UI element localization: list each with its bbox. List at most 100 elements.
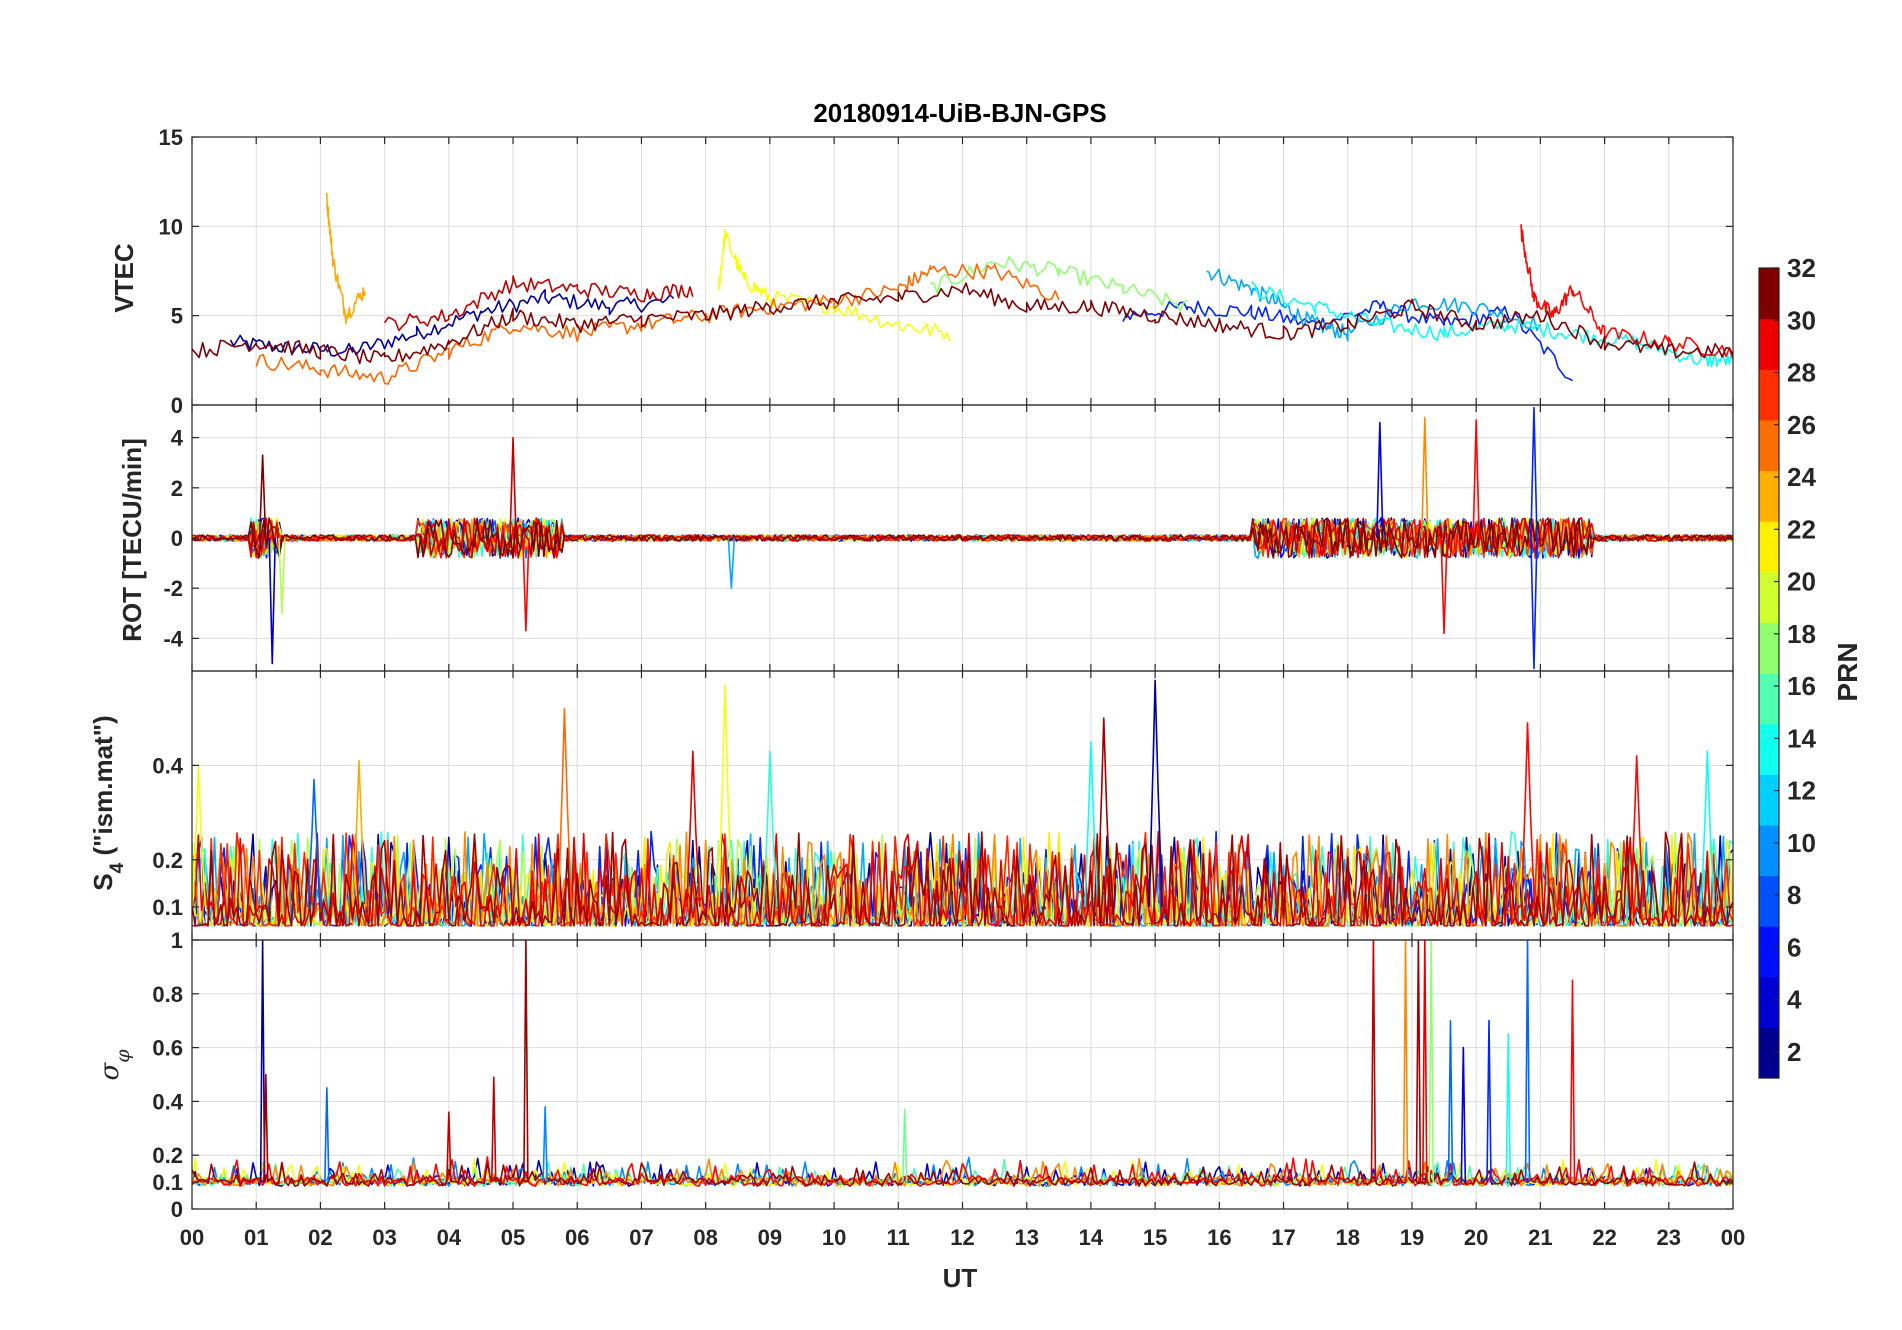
panel-sigma-phi: 00.10.2 0.4 0.6 0.8 1 (152, 928, 1734, 1222)
vtec-trace-prn-6 (1122, 300, 1573, 382)
xlabel: UT (943, 1263, 978, 1293)
colorbar-segment (1759, 470, 1779, 522)
y-tick-label: 10 (159, 214, 183, 239)
rot-peak (522, 537, 530, 632)
x-tick-label: 11 (887, 1225, 910, 1250)
x-tick-label: 12 (950, 1225, 974, 1250)
x-tick-label: 21 (1528, 1225, 1552, 1250)
ylabel-s4-main: S (88, 873, 118, 890)
colorbar-tick-label: 24 (1787, 462, 1816, 492)
s4-peak (1148, 679, 1163, 907)
s4-peak (763, 750, 778, 908)
sigma-peak (1447, 1019, 1454, 1183)
colorbar-segment (1759, 926, 1779, 978)
y-tick-label: 0 (171, 526, 183, 551)
colorbar-tick-label: 4 (1787, 985, 1802, 1015)
s4-trace-prn-2 (192, 832, 1733, 927)
panel-rot: -4 -2 0 2 4 (163, 404, 1734, 672)
x-tick-label: 13 (1014, 1225, 1038, 1250)
colorbar-tick-label: 10 (1787, 828, 1816, 858)
vtec-trace-prn-2 (229, 289, 675, 357)
y-tick-label: 0.4 (152, 1089, 183, 1114)
colorbar-tick-label: 26 (1787, 410, 1816, 440)
rot-peak (1440, 537, 1448, 635)
traces-sigma_phi (192, 940, 1733, 1187)
colorbar-tick-label: 32 (1787, 253, 1816, 283)
ylabel-s4-sub: 4 (107, 862, 128, 873)
colorbar-tick-label: 22 (1787, 514, 1816, 544)
colorbar-segment (1759, 521, 1779, 573)
x-tick-label: 23 (1657, 1225, 1681, 1250)
x-tick-label: 20 (1464, 1225, 1488, 1250)
s4-peak (1629, 755, 1645, 908)
y-tick-label: 0.1 (152, 1170, 183, 1195)
traces-vtec (192, 192, 1733, 385)
x-tick-label: 22 (1592, 1225, 1616, 1250)
sigma-peak (1370, 940, 1377, 1183)
colorbar-segment (1759, 976, 1779, 1028)
s4-peak (307, 778, 322, 908)
s4-peak (1096, 717, 1112, 907)
sigma-peak (1415, 940, 1422, 1183)
panel-vtec: 0 5 10 15 (159, 125, 1734, 418)
y-tick-label: 0.4 (152, 753, 183, 778)
y-tick-label: 4 (171, 426, 184, 451)
y-tick-label: -2 (163, 576, 183, 601)
x-tick-label: 06 (565, 1225, 589, 1250)
colorbar-label: PRN (1832, 642, 1863, 701)
x-tick-label: 05 (501, 1225, 525, 1250)
x-tick-label: 03 (372, 1225, 396, 1250)
rot-peak (727, 537, 736, 589)
x-tick-label: 07 (629, 1225, 653, 1250)
rot-peak (278, 537, 286, 615)
y-tick-label: 0.2 (152, 848, 183, 873)
sigma-peak (1422, 940, 1428, 1183)
vtec-trace-prn-32 (192, 282, 1733, 365)
sigma-trace-prn-31 (192, 1161, 1733, 1187)
colorbar-segment (1759, 268, 1779, 320)
sigma-peak (1402, 940, 1409, 1183)
colorbar-tick-label: 20 (1787, 567, 1816, 597)
rot-peak (258, 454, 267, 539)
sigma-peak (324, 1087, 330, 1183)
ylabel-sigma-main: σ (95, 1062, 125, 1081)
s4-peak (557, 707, 573, 907)
traces-s4 (192, 679, 1733, 927)
s4-peak (1700, 750, 1716, 908)
colorbar-segment (1759, 673, 1779, 725)
y-tick-label: 5 (171, 304, 183, 329)
colorbar-segment (1759, 824, 1779, 877)
colorbar-segment (1759, 774, 1779, 826)
sigma-peak (542, 1105, 548, 1183)
x-tick-label: 17 (1271, 1225, 1295, 1250)
vtec-trace-prn-23 (326, 192, 367, 325)
s4-trace-prn-31 (192, 831, 1733, 927)
y-tick-label: 15 (159, 125, 183, 150)
sigma-peak (1460, 1046, 1467, 1183)
y-tick-label: 0 (171, 1197, 183, 1222)
sigma-peak (1428, 940, 1435, 1183)
x-tick-label: 09 (758, 1225, 782, 1250)
sigma-peak (446, 1111, 452, 1183)
colorbar-segment (1759, 723, 1779, 775)
x-tick-label: 08 (693, 1225, 717, 1250)
x-tick-label: 01 (244, 1225, 268, 1250)
ylabel-sigma-phi: σφ (95, 1049, 134, 1081)
colorbar-segment (1759, 571, 1779, 623)
x-tick-label: 00 (180, 1225, 204, 1250)
traces-rot (192, 406, 1733, 670)
colorbar-tick-label: 6 (1787, 932, 1801, 962)
panel-s4: 0.1 0.2 0.4 (152, 670, 1734, 941)
y-tick-label: 0 (171, 393, 183, 418)
colorbar-segment (1759, 622, 1779, 674)
colorbar-segment (1759, 875, 1779, 927)
rot-peak (1472, 419, 1480, 539)
x-tick-label: 18 (1336, 1225, 1360, 1250)
s4-peak (1520, 722, 1536, 907)
colorbar-tick-label: 12 (1787, 776, 1816, 806)
colorbar-tick-label: 2 (1787, 1037, 1801, 1067)
x-tick-label: 14 (1079, 1225, 1104, 1250)
y-tick-label: 0.1 (152, 895, 183, 920)
ylabel-s4-rest: ("ism.mat") (88, 715, 118, 862)
x-tick-label: 16 (1207, 1225, 1231, 1250)
